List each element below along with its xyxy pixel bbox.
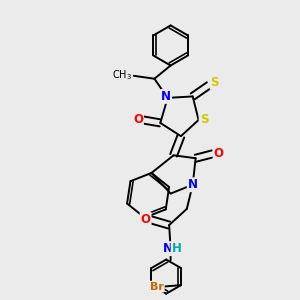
Text: H: H xyxy=(172,242,182,255)
Text: S: S xyxy=(211,76,219,89)
Text: O: O xyxy=(133,113,143,127)
Text: O: O xyxy=(214,147,224,160)
Text: N: N xyxy=(188,178,198,191)
Text: S: S xyxy=(200,113,208,127)
Text: N: N xyxy=(161,90,171,103)
Text: Br: Br xyxy=(150,282,164,292)
Text: N: N xyxy=(163,242,173,255)
Text: CH$_3$: CH$_3$ xyxy=(112,68,132,82)
Text: O: O xyxy=(141,213,151,226)
